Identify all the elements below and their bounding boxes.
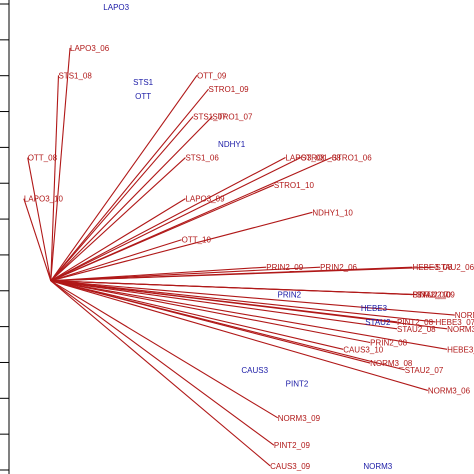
vector-label: PINT2_07 [412, 291, 449, 300]
vector-line [50, 266, 436, 282]
vector-label: STRO1_06 [332, 154, 373, 163]
vector-label: OTT_10 [182, 236, 212, 245]
vector-label: STS1_08 [58, 71, 92, 80]
vector-line [50, 280, 436, 323]
vector-label: LAPO3_10 [24, 195, 64, 204]
point-label: PINT2 [286, 380, 309, 389]
point-label: LAPO3 [103, 3, 129, 12]
vector-label: OTT_08 [28, 154, 58, 163]
vector-label: STRO1_09 [209, 85, 250, 94]
vector-label: PRIN2_06 [320, 263, 357, 272]
point-label: OTT [135, 92, 151, 101]
vector-label: HEBE3_07 [436, 318, 474, 327]
vector-line [50, 280, 417, 296]
vector-line [50, 75, 198, 282]
vector-line [50, 239, 182, 282]
vector-label: STAU2_09 [416, 291, 455, 300]
point-label: STAU2 [365, 318, 391, 327]
vector-line [50, 280, 371, 344]
vector-label: PINT2_08 [397, 318, 434, 327]
vector-line [50, 157, 186, 282]
vector-line [50, 88, 209, 282]
vector-label: NORM3_10 [447, 325, 474, 334]
point-label: CAUS3 [241, 366, 268, 375]
vector-line [50, 198, 186, 282]
vector-line [50, 280, 398, 330]
vector-label: STAU2_08 [397, 325, 436, 334]
vector-line [50, 280, 279, 419]
vector-layer [23, 47, 455, 467]
vector-label: PRIN2_08 [370, 338, 407, 347]
vector-label: NORM3_08 [370, 359, 413, 368]
vector-label: PINT2_09 [274, 441, 311, 450]
vector-label: STAU2_10 [412, 291, 451, 300]
vector-label: STS1_07 [193, 112, 227, 121]
point-label: HEBE3 [361, 304, 388, 313]
vector-line [50, 280, 448, 330]
vector-label: PRIN2_09 [266, 263, 303, 272]
vector-line [50, 280, 371, 364]
vector-line [50, 47, 71, 281]
vector-line [50, 184, 275, 282]
vector-label: STRO1_07 [212, 112, 253, 121]
vector-line [50, 211, 313, 282]
vector-label: NORM3_09 [278, 414, 321, 423]
vector-line [50, 280, 428, 391]
vector-label: STRO1_10 [274, 181, 315, 190]
vector-line [50, 280, 344, 350]
vector-line [50, 280, 275, 446]
point-label: NDHY1 [218, 140, 246, 149]
vector-label: STAU2_06 [436, 263, 474, 272]
vector-label: LAPO3_09 [185, 195, 225, 204]
vector-label: STS1_06 [185, 154, 219, 163]
vector-label: LAPO3_06 [70, 44, 110, 53]
vector-label: STAU2_07 [405, 366, 444, 375]
axis-layer [0, 0, 10, 474]
vector-label: NDHY1_10 [312, 208, 353, 217]
vector-line [50, 75, 60, 281]
point-label: NORM3 [363, 462, 392, 471]
vector-line [27, 157, 52, 281]
vector-label: NORM3_07 [455, 311, 474, 320]
vector-line [50, 116, 194, 282]
vector-label: OTT_09 [197, 71, 227, 80]
vector-label: STRO1_08 [301, 154, 342, 163]
vector-line [23, 198, 52, 282]
point-label: PRIN2 [278, 291, 302, 300]
vector-line [50, 116, 213, 282]
point-label: STS1 [133, 78, 154, 87]
vector-line [50, 266, 321, 282]
vector-label: CAUS3_09 [270, 462, 311, 471]
vector-label: HEBE3_08 [412, 263, 452, 272]
vector-line [50, 280, 455, 316]
vector-line [50, 157, 286, 282]
vector-label: CAUS3_10 [343, 345, 384, 354]
vector-line [50, 157, 302, 282]
vector-label: LAPO3_08 [285, 154, 325, 163]
vector-line [50, 280, 271, 467]
vector-label: HEBE3_06 [447, 345, 474, 354]
vector-label: NORM3_06 [428, 386, 471, 395]
vector-line [50, 280, 448, 350]
label-layer: LAPO3_09 LAPO3_06 STS1_08 OTT_08 LAPO3_10 OTT… [24, 3, 474, 471]
